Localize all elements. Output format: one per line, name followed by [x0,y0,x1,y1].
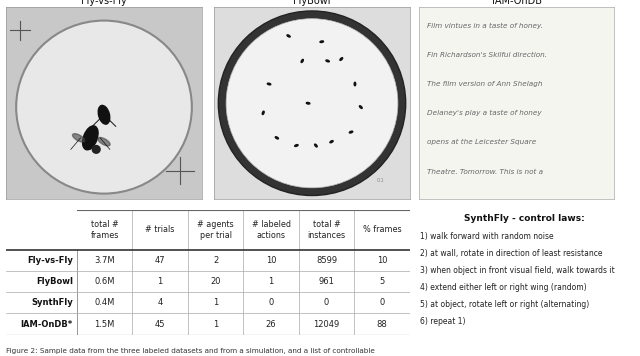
Ellipse shape [92,146,100,153]
Text: 2) at wall, rotate in direction of least resistance: 2) at wall, rotate in direction of least… [420,249,603,258]
Ellipse shape [330,141,333,143]
Title: IAM-OnDB: IAM-OnDB [492,0,542,6]
Ellipse shape [360,106,362,109]
Text: Fly-vs-Fly: Fly-vs-Fly [27,256,73,265]
Ellipse shape [349,131,353,133]
Ellipse shape [98,137,110,146]
Ellipse shape [301,59,303,63]
Ellipse shape [326,60,330,62]
Text: 2: 2 [213,256,218,265]
Text: 10: 10 [376,256,387,265]
Text: 0: 0 [324,298,329,307]
Text: 20: 20 [211,277,221,286]
Text: 0.6M: 0.6M [95,277,115,286]
Circle shape [226,19,398,188]
Text: The film version of Ann Shelagh: The film version of Ann Shelagh [427,81,543,87]
Text: # agents
per trial: # agents per trial [197,220,234,240]
Text: 88: 88 [376,320,387,329]
Text: SynthFly: SynthFly [31,298,73,307]
Ellipse shape [262,111,264,115]
Text: % frames: % frames [363,225,401,235]
Text: Film vintues in a taste of honey.: Film vintues in a taste of honey. [427,23,543,30]
Text: # trials: # trials [145,225,175,235]
Text: 5: 5 [380,277,385,286]
Text: SynthFly - control laws:: SynthFly - control laws: [465,214,585,223]
Text: opens at the Leicester Square: opens at the Leicester Square [427,138,536,145]
Text: 3.7M: 3.7M [94,256,115,265]
Ellipse shape [98,105,110,124]
Ellipse shape [354,82,356,86]
Text: 6) repeat 1): 6) repeat 1) [420,316,466,326]
Title: Fly-vs-Fly: Fly-vs-Fly [81,0,127,6]
Text: 26: 26 [266,320,276,329]
Ellipse shape [307,103,310,104]
Circle shape [16,21,192,194]
Text: 4: 4 [157,298,163,307]
Text: 0.1: 0.1 [376,178,384,183]
Text: 4) extend either left or right wing (random): 4) extend either left or right wing (ran… [420,283,587,292]
Ellipse shape [340,58,342,61]
Ellipse shape [320,41,323,42]
Text: 961: 961 [319,277,334,286]
Text: 45: 45 [155,320,165,329]
Text: Fin Richardson's Skilful direction.: Fin Richardson's Skilful direction. [427,52,547,58]
Text: 1) walk forward with random noise: 1) walk forward with random noise [420,232,554,241]
Text: 8599: 8599 [316,256,337,265]
Text: 0: 0 [268,298,274,307]
Text: 12049: 12049 [314,320,340,329]
Text: # labeled
actions: # labeled actions [252,220,291,240]
Circle shape [218,11,406,195]
Text: IAM-OnDB*: IAM-OnDB* [20,320,73,329]
Text: 0: 0 [380,298,385,307]
Text: 1: 1 [213,320,218,329]
Text: FlyBowl: FlyBowl [36,277,73,286]
Text: Theatre. Tomorrow. This is not a: Theatre. Tomorrow. This is not a [427,169,543,176]
Ellipse shape [275,137,278,139]
Text: total #
frames: total # frames [90,220,119,240]
Ellipse shape [268,83,271,85]
Text: 1.5M: 1.5M [95,320,115,329]
Ellipse shape [315,144,317,147]
Ellipse shape [83,126,98,150]
Text: 1: 1 [157,277,163,286]
Title: FlyBowl: FlyBowl [293,0,331,6]
Text: 47: 47 [155,256,165,265]
Text: total #
instances: total # instances [307,220,346,240]
Text: 10: 10 [266,256,276,265]
Text: 0.4M: 0.4M [95,298,115,307]
Text: Delaney's play a taste of honey: Delaney's play a taste of honey [427,110,541,116]
Text: 1: 1 [213,298,218,307]
Ellipse shape [287,35,290,37]
Text: Figure 2: Sample data from the three labeled datasets and from a simulation, and: Figure 2: Sample data from the three lab… [6,348,375,354]
Text: 3) when object in front visual field, walk towards it: 3) when object in front visual field, wa… [420,266,615,275]
Ellipse shape [72,134,84,142]
Text: 1: 1 [268,277,274,286]
Ellipse shape [294,145,298,146]
Text: 5) at object, rotate left or right (alternating): 5) at object, rotate left or right (alte… [420,300,589,309]
